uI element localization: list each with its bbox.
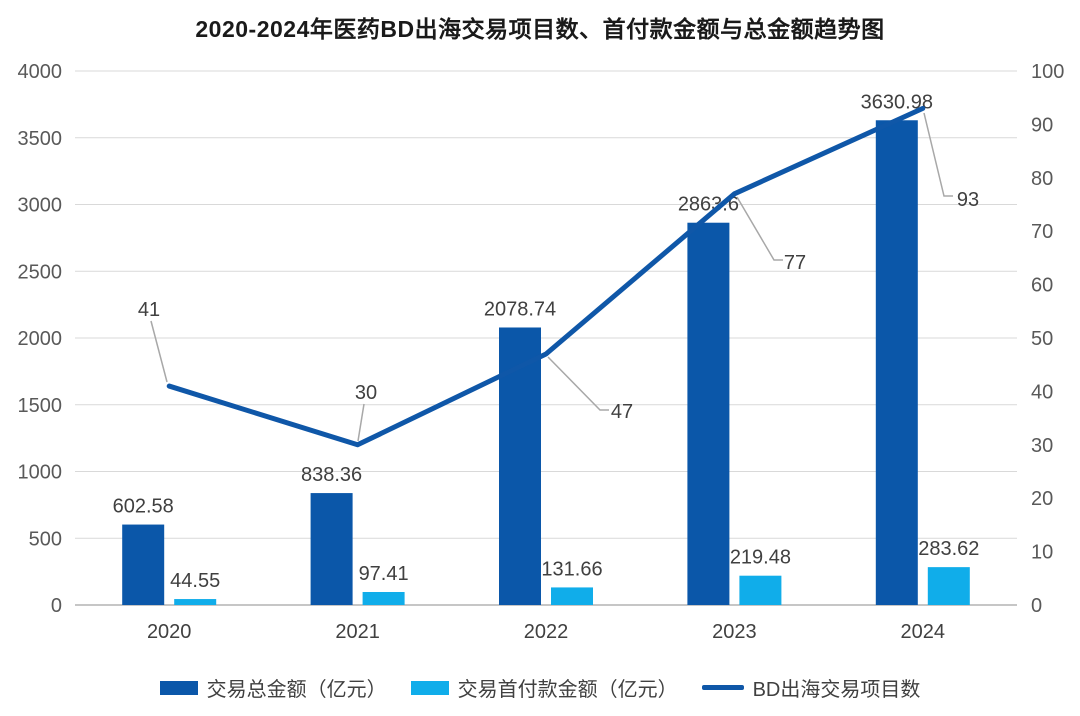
bar-total-label-2024: 3630.98 <box>861 91 933 113</box>
chart-title: 2020-2024年医药BD出海交易项目数、首付款金额与总金额趋势图 <box>195 16 885 42</box>
bar-upfront-label-2020: 44.55 <box>170 570 220 592</box>
right-axis-tick-30: 30 <box>1031 435 1053 457</box>
line-label-2024: 93 <box>957 189 979 211</box>
x-axis-label-2024: 2024 <box>901 621 946 643</box>
legend-swatch-deal-count-line <box>701 685 744 690</box>
legend-label-upfront-amount: 交易首付款金额（亿元） <box>457 679 678 701</box>
legend-swatch-upfront-amount <box>410 680 449 695</box>
leader-line-2021 <box>357 403 365 442</box>
right-axis-tick-80: 80 <box>1031 168 1053 190</box>
leader-line-2020 <box>150 320 168 383</box>
leader-line-2022 <box>547 356 609 411</box>
x-axis-label-2022: 2022 <box>524 621 569 643</box>
bar-total-label-2022: 2078.74 <box>484 298 556 320</box>
bar-total-2020 <box>122 524 165 605</box>
left-axis-tick-3000: 3000 <box>18 195 63 217</box>
left-axis-tick-1000: 1000 <box>18 462 63 484</box>
x-axis-label-2021: 2021 <box>335 621 380 643</box>
left-axis-tick-0: 0 <box>51 595 62 617</box>
bar-total-2023 <box>687 222 730 605</box>
left-axis-tick-1500: 1500 <box>18 395 63 417</box>
bar-upfront-2021 <box>362 591 405 605</box>
x-axis-label-2020: 2020 <box>147 621 192 643</box>
x-axis-label-2023: 2023 <box>712 621 757 643</box>
left-axis-tick-2000: 2000 <box>18 328 63 350</box>
legend-item-total-amount: 交易总金额（亿元） <box>159 673 387 702</box>
bar-upfront-label-2024: 283.62 <box>918 538 979 560</box>
bar-total-label-2020: 602.58 <box>113 496 174 518</box>
bar-total-label-2021: 838.36 <box>301 464 362 486</box>
right-axis-tick-60: 60 <box>1031 275 1053 297</box>
left-axis-tick-3500: 3500 <box>18 128 63 150</box>
legend-label-deal-count: BD出海交易项目数 <box>752 679 921 701</box>
bar-upfront-2023 <box>739 575 782 605</box>
left-axis-tick-2500: 2500 <box>18 261 63 283</box>
right-axis-tick-10: 10 <box>1031 542 1053 564</box>
bar-upfront-2022 <box>551 587 593 605</box>
chart-legend: 交易总金额（亿元） 交易首付款金额（亿元） BD出海交易项目数 <box>0 673 1080 702</box>
right-axis-tick-0: 0 <box>1031 595 1042 617</box>
line-label-2023: 77 <box>784 252 806 274</box>
legend-item-deal-count: BD出海交易项目数 <box>701 673 921 702</box>
right-axis-tick-90: 90 <box>1031 114 1053 136</box>
bar-upfront-label-2022: 131.66 <box>541 558 602 580</box>
bar-upfront-label-2021: 97.41 <box>359 563 409 585</box>
deal-count-line <box>166 105 926 448</box>
bar-upfront-label-2023: 219.48 <box>730 547 791 569</box>
bar-total-label-2023: 2863.6 <box>678 194 739 216</box>
legend-item-upfront-amount: 交易首付款金额（亿元） <box>410 673 678 702</box>
legend-label-total-amount: 交易总金额（亿元） <box>206 679 387 701</box>
right-axis-tick-20: 20 <box>1031 488 1053 510</box>
leader-line-2023 <box>736 196 783 261</box>
bar-total-2021 <box>310 493 353 605</box>
line-label-2022: 47 <box>611 401 633 423</box>
right-axis-tick-40: 40 <box>1031 381 1053 403</box>
bar-upfront-2024 <box>927 567 970 605</box>
right-axis-tick-100: 100 <box>1031 61 1064 83</box>
bar-total-2024 <box>875 120 918 606</box>
right-axis-tick-70: 70 <box>1031 221 1053 243</box>
leader-line-2024 <box>923 112 953 197</box>
line-label-2020: 41 <box>138 299 160 321</box>
legend-swatch-total-amount <box>159 680 198 695</box>
left-axis-tick-500: 500 <box>29 528 62 550</box>
line-label-2021: 30 <box>355 382 377 404</box>
left-axis-tick-4000: 4000 <box>18 61 63 83</box>
bar-upfront-2020 <box>174 599 217 605</box>
right-axis-tick-50: 50 <box>1031 328 1053 350</box>
